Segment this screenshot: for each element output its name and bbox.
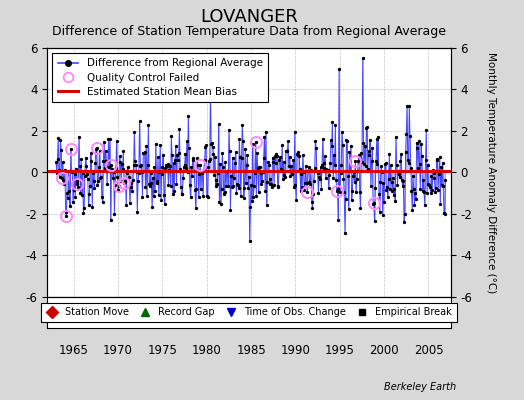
Text: 1965: 1965 — [59, 344, 89, 356]
Legend: Station Move, Record Gap, Time of Obs. Change, Empirical Break: Station Move, Record Gap, Time of Obs. C… — [41, 302, 457, 322]
Y-axis label: Monthly Temperature Anomaly Difference (°C): Monthly Temperature Anomaly Difference (… — [486, 52, 496, 293]
Text: 1995: 1995 — [325, 344, 355, 356]
Text: LOVANGER: LOVANGER — [200, 8, 298, 26]
Text: 1970: 1970 — [103, 344, 133, 356]
Text: 1975: 1975 — [147, 344, 178, 356]
Text: 1985: 1985 — [236, 344, 266, 356]
Text: 1990: 1990 — [280, 344, 310, 356]
Text: Difference of Station Temperature Data from Regional Average: Difference of Station Temperature Data f… — [52, 25, 446, 38]
Legend: Difference from Regional Average, Quality Control Failed, Estimated Station Mean: Difference from Regional Average, Qualit… — [52, 53, 268, 102]
Text: 1980: 1980 — [192, 344, 222, 356]
Text: 2005: 2005 — [413, 344, 443, 356]
Text: Berkeley Earth: Berkeley Earth — [384, 382, 456, 392]
Text: 2000: 2000 — [369, 344, 399, 356]
